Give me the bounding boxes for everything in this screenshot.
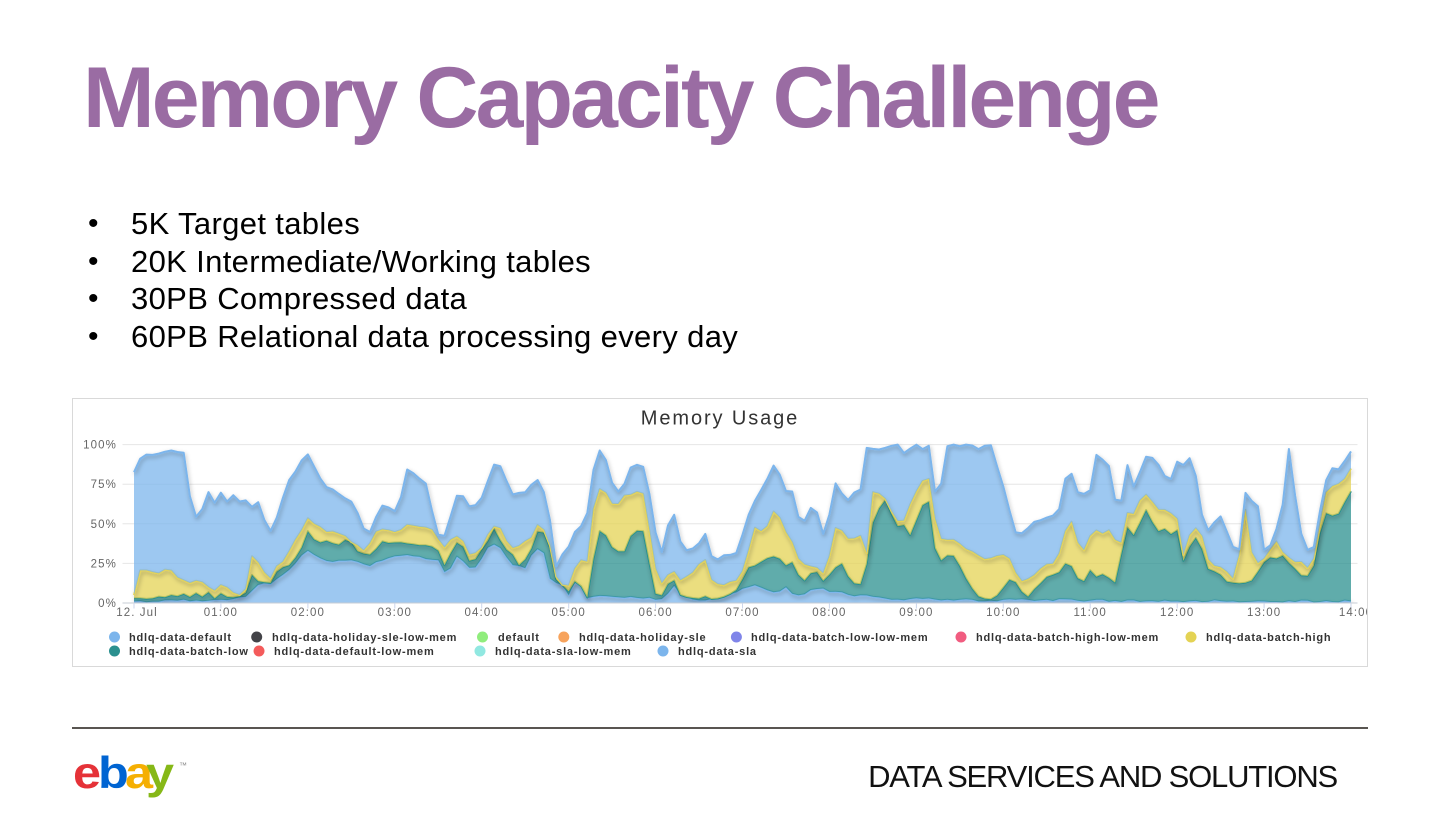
svg-text:08:00: 08:00	[812, 607, 846, 619]
svg-text:13:00: 13:00	[1247, 607, 1281, 619]
svg-text:hdlq-data-default: hdlq-data-default	[129, 632, 232, 644]
svg-text:12:00: 12:00	[1160, 607, 1194, 619]
svg-text:06:00: 06:00	[638, 607, 672, 619]
svg-text:07:00: 07:00	[725, 607, 759, 619]
svg-text:hdlq-data-default-low-mem: hdlq-data-default-low-mem	[274, 646, 435, 658]
svg-text:50%: 50%	[91, 519, 117, 531]
svg-text:14:00: 14:00	[1339, 607, 1367, 619]
svg-text:01:00: 01:00	[204, 607, 238, 619]
svg-text:03:00: 03:00	[378, 607, 412, 619]
svg-text:09:00: 09:00	[899, 607, 933, 619]
svg-text:hdlq-data-batch-low: hdlq-data-batch-low	[129, 646, 249, 658]
svg-text:02:00: 02:00	[291, 607, 325, 619]
svg-text:default: default	[498, 632, 540, 644]
svg-text:04:00: 04:00	[465, 607, 499, 619]
svg-text:Memory Usage: Memory Usage	[641, 408, 799, 430]
svg-text:hdlq-data-batch-high: hdlq-data-batch-high	[1206, 632, 1331, 644]
svg-text:™: ™	[179, 761, 187, 770]
svg-text:12. Jul: 12. Jul	[116, 607, 158, 619]
svg-text:a: a	[125, 749, 154, 799]
svg-text:y: y	[146, 749, 175, 799]
svg-text:hdlq-data-sla: hdlq-data-sla	[678, 646, 757, 658]
svg-text:05:00: 05:00	[552, 607, 586, 619]
svg-text:hdlq-data-holiday-sle-low-mem: hdlq-data-holiday-sle-low-mem	[272, 632, 457, 644]
svg-text:100%: 100%	[83, 440, 117, 452]
svg-text:hdlq-data-batch-low-low-mem: hdlq-data-batch-low-low-mem	[751, 632, 928, 644]
svg-text:hdlq-data-sla-low-mem: hdlq-data-sla-low-mem	[495, 646, 632, 658]
svg-text:e: e	[73, 749, 101, 799]
svg-text:hdlq-data-holiday-sle: hdlq-data-holiday-sle	[579, 632, 706, 644]
svg-text:11:00: 11:00	[1073, 607, 1106, 619]
svg-text:b: b	[98, 749, 129, 799]
svg-text:hdlq-data-batch-high-low-mem: hdlq-data-batch-high-low-mem	[976, 632, 1159, 644]
svg-text:10:00: 10:00	[986, 607, 1020, 619]
svg-text:25%: 25%	[91, 558, 117, 570]
svg-text:0%: 0%	[98, 598, 117, 610]
svg-text:75%: 75%	[91, 479, 117, 491]
